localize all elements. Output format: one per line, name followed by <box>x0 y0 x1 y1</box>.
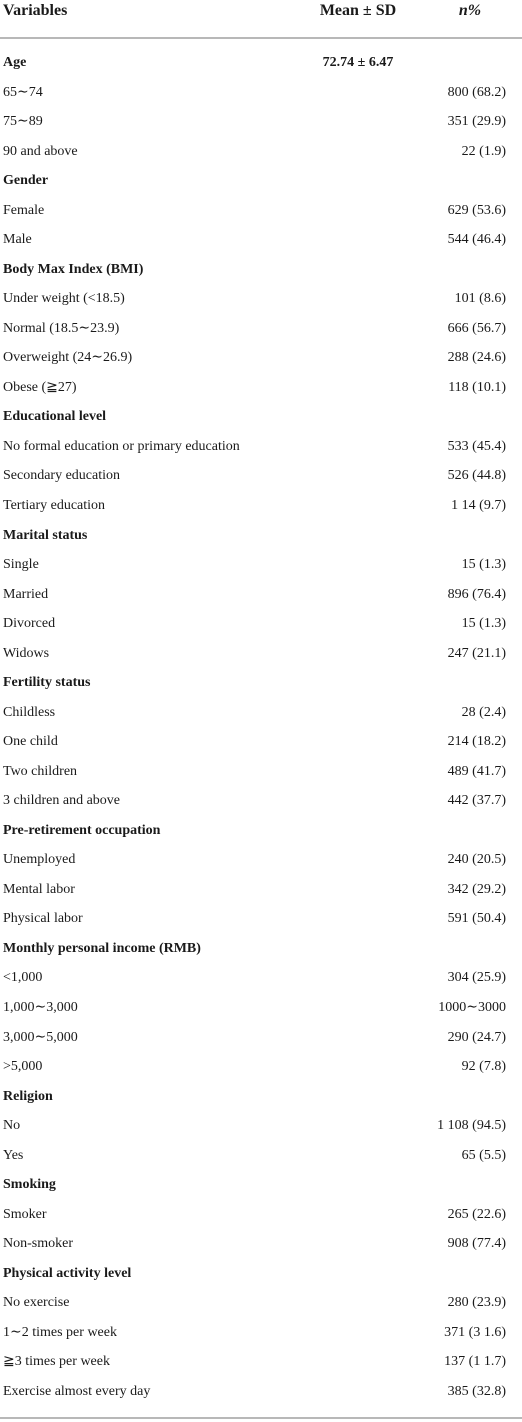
n-percent: 22 (1.9) <box>461 143 506 159</box>
group-label: Fertility status <box>3 675 91 691</box>
variable-label: Physical labor <box>3 911 83 927</box>
group-label: Marital status <box>3 527 88 543</box>
variable-label: 75∼89 <box>3 114 43 130</box>
variable-label: Single <box>3 557 39 572</box>
variable-label: 1,000∼3,000 <box>3 1000 78 1015</box>
n-percent: 240 (20.5) <box>447 852 506 868</box>
variable-label: Female <box>3 202 45 218</box>
n-percent: 489 (41.7) <box>447 763 506 779</box>
n-percent: 591 (50.4) <box>447 911 506 927</box>
variable-label: Yes <box>3 1147 24 1163</box>
variable-label: ≧3 times per week <box>3 1354 110 1370</box>
header-rule <box>0 37 522 39</box>
n-percent: 28 (2.4) <box>461 704 506 720</box>
n-percent: 1 14 (9.7) <box>451 498 506 513</box>
variable-label: Tertiary education <box>3 498 106 513</box>
group-label: Monthly personal income (RMB) <box>3 940 201 956</box>
n-percent: 15 (1.3) <box>461 557 506 572</box>
group-label: Age <box>3 55 27 70</box>
n-percent: 15 (1.3) <box>461 616 506 632</box>
group-label: Pre-retirement occupation <box>3 822 161 838</box>
variable-label: Male <box>3 232 32 248</box>
variable-label: Divorced <box>3 616 56 632</box>
variable-label: Married <box>3 586 49 602</box>
variable-label: No exercise <box>3 1295 70 1311</box>
n-percent: 385 (32.8) <box>447 1383 506 1399</box>
n-percent: 526 (44.8) <box>447 468 506 484</box>
group-label: Smoking <box>3 1177 56 1193</box>
group-label: Educational level <box>3 409 107 425</box>
n-percent: 304 (25.9) <box>447 970 506 986</box>
header-variable: Variables <box>3 2 68 19</box>
n-percent: 908 (77.4) <box>447 1236 506 1252</box>
variable-label: Mental labor <box>3 881 75 897</box>
n-percent: 118 (10.1) <box>448 379 506 395</box>
variable-label: Under weight (<18.5) <box>3 291 125 307</box>
n-percent: 288 (24.6) <box>447 350 506 366</box>
group-label: Religion <box>3 1088 53 1104</box>
group-label: Gender <box>3 173 49 189</box>
variable-label: Secondary education <box>3 468 121 484</box>
group-label: Body Max Index (BMI) <box>3 261 144 277</box>
n-percent: 351 (29.9) <box>447 114 506 130</box>
n-percent: 247 (21.1) <box>447 645 506 661</box>
variable-label: No formal education or primary education <box>3 438 240 454</box>
n-percent: 629 (53.6) <box>447 202 506 218</box>
n-percent: 544 (46.4) <box>447 232 506 248</box>
variable-label: Exercise almost every day <box>3 1383 151 1399</box>
group-label: Physical activity level <box>3 1265 132 1281</box>
variable-label: >5,000 <box>3 1059 43 1074</box>
variable-label: Smoker <box>3 1206 47 1222</box>
header-n: n% <box>458 2 482 19</box>
n-percent: 214 (18.2) <box>447 734 506 750</box>
n-percent: 101 (8.6) <box>454 291 506 307</box>
n-percent: 533 (45.4) <box>447 438 506 454</box>
variable-label: 90 and above <box>3 143 78 159</box>
variable-label: 65∼74 <box>3 84 43 100</box>
variable-label: Two children <box>3 763 78 779</box>
variable-label: One child <box>3 734 58 750</box>
n-percent: 290 (24.7) <box>447 1029 506 1045</box>
n-percent: 666 (56.7) <box>447 320 506 336</box>
n-percent: 342 (29.2) <box>447 881 506 897</box>
variable-label: Non-smoker <box>3 1236 73 1252</box>
mean-sd: 72.74 ± 6.47 <box>322 55 394 70</box>
variable-label: Overweight (24∼26.9) <box>3 350 133 366</box>
variable-label: 3 children and above <box>3 793 121 809</box>
variable-label: Obese (≧27) <box>3 379 77 395</box>
bottom-rule <box>0 1417 522 1419</box>
n-percent: 1000∼3000 <box>438 1000 506 1015</box>
n-percent: 137 (1 1.7) <box>444 1354 506 1370</box>
n-percent: 800 (68.2) <box>447 84 506 100</box>
variable-label: Childless <box>3 704 56 720</box>
n-percent: 92 (7.8) <box>461 1059 506 1074</box>
variable-label: 3,000∼5,000 <box>3 1029 78 1045</box>
n-percent: 280 (23.9) <box>447 1295 506 1311</box>
variable-label: 1∼2 times per week <box>3 1324 117 1340</box>
header-mean-sd: Mean ± SD <box>319 2 397 19</box>
n-percent: 371 (3 1.6) <box>444 1324 506 1340</box>
n-percent: 1 108 (94.5) <box>437 1118 506 1134</box>
variable-label: Normal (18.5∼23.9) <box>3 320 120 336</box>
n-percent: 442 (37.7) <box>447 793 506 809</box>
n-percent: 896 (76.4) <box>447 586 506 602</box>
variable-label: No <box>3 1118 21 1134</box>
n-percent: 265 (22.6) <box>447 1206 506 1222</box>
variable-label: Unemployed <box>3 852 76 868</box>
n-percent: 65 (5.5) <box>461 1147 506 1163</box>
variable-label: Widows <box>3 645 50 661</box>
variable-label: <1,000 <box>3 970 43 986</box>
